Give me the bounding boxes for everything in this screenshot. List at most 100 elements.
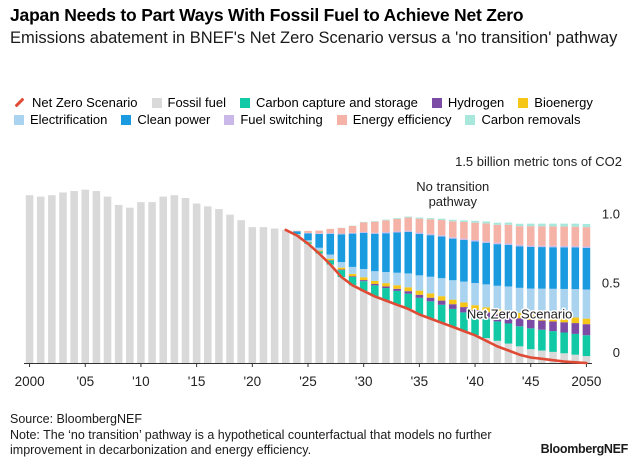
bar-segment bbox=[426, 233, 435, 236]
bar-segment bbox=[304, 230, 312, 233]
bar-segment bbox=[315, 250, 323, 252]
bar-segment bbox=[538, 247, 546, 289]
bar-segment bbox=[460, 281, 468, 303]
bar-segment bbox=[582, 289, 591, 319]
bar-segment bbox=[81, 189, 90, 363]
bar-segment bbox=[393, 304, 401, 363]
brand-logo: BloombergNEF bbox=[540, 442, 629, 456]
bar-segment bbox=[393, 231, 401, 233]
bar-segment bbox=[571, 289, 580, 318]
bar-segment bbox=[560, 226, 568, 246]
legend-label: Carbon removals bbox=[481, 112, 581, 127]
bar-segment bbox=[526, 319, 535, 329]
bar-segment bbox=[549, 331, 557, 352]
bar-segment bbox=[337, 270, 346, 278]
bar-segment bbox=[359, 268, 368, 278]
legend-swatch bbox=[431, 97, 442, 108]
legend-electrification: Electrification bbox=[14, 111, 107, 128]
bar-segment bbox=[415, 294, 424, 298]
bar-segment bbox=[437, 278, 446, 297]
bar-segment bbox=[526, 349, 535, 363]
legend-fossil-fuel: Fossil fuel bbox=[151, 94, 226, 111]
x-tick-label: '45 bbox=[522, 374, 540, 389]
legend-label: Energy efficiency bbox=[352, 112, 452, 127]
bar-segment bbox=[326, 228, 335, 234]
bar-segment bbox=[538, 350, 546, 363]
bar-segment bbox=[515, 287, 524, 313]
bar-segment bbox=[493, 224, 502, 243]
net-zero-annotation-halo: Net Zero Scenario bbox=[467, 307, 573, 322]
x-tick-label: 2050 bbox=[571, 374, 601, 389]
bar-segment bbox=[304, 233, 312, 241]
bar-segment bbox=[315, 233, 323, 234]
bar-segment bbox=[437, 300, 446, 305]
bar-segment bbox=[36, 196, 45, 363]
bar-segment bbox=[582, 246, 591, 248]
legend-clean-power: Clean power bbox=[121, 111, 210, 128]
bar-segment bbox=[560, 245, 568, 248]
legend-label: Clean power bbox=[137, 112, 211, 127]
legend-bioenergy: Bioenergy bbox=[518, 94, 593, 111]
bar-segment bbox=[359, 290, 368, 363]
bar-segment bbox=[560, 288, 568, 317]
bar-segment bbox=[415, 217, 424, 219]
bar-segment bbox=[460, 238, 468, 241]
bar-segment bbox=[504, 310, 513, 316]
bar-segment bbox=[426, 318, 435, 363]
bar-segment bbox=[582, 227, 591, 247]
bar-segment bbox=[582, 324, 591, 336]
bar-segment bbox=[526, 226, 535, 246]
bar-segment bbox=[560, 316, 568, 323]
bar-segment bbox=[259, 227, 268, 363]
bar-segment bbox=[560, 332, 568, 354]
bar-segment bbox=[404, 230, 413, 232]
bar-segment bbox=[382, 232, 390, 234]
bar-segment bbox=[348, 285, 357, 363]
bar-segment bbox=[571, 223, 580, 227]
bar-segment bbox=[393, 218, 401, 232]
bar-segment bbox=[159, 196, 167, 363]
bar-segment bbox=[460, 221, 468, 239]
bar-segment bbox=[460, 331, 468, 363]
bar-segment bbox=[393, 288, 401, 291]
bar-segment bbox=[526, 246, 535, 289]
bar-segment bbox=[404, 216, 413, 218]
bar-segment bbox=[571, 226, 580, 247]
bar-segment bbox=[471, 241, 479, 283]
bar-segment bbox=[393, 290, 401, 305]
bar-segment bbox=[304, 240, 312, 242]
y-axis-unit-label: 1.5 billion metric tons of CO2 bbox=[455, 154, 622, 169]
legend-swatch bbox=[465, 114, 476, 125]
legend-hydrogen: Hydrogen bbox=[431, 94, 504, 111]
bar-segment bbox=[504, 343, 513, 363]
legend-swatch bbox=[151, 97, 162, 108]
bar-segment bbox=[515, 326, 524, 347]
legend-swatch bbox=[224, 114, 235, 125]
no-transition-annotation: No transition bbox=[416, 179, 489, 194]
bar-segment bbox=[337, 234, 346, 263]
bar-segment bbox=[471, 305, 479, 311]
legend-label: Carbon capture and storage bbox=[256, 95, 418, 110]
bar-segment bbox=[70, 191, 78, 363]
bar-segment bbox=[359, 280, 368, 282]
bar-segment bbox=[415, 275, 424, 291]
bar-segment bbox=[393, 285, 401, 289]
x-tick-label: 2000 bbox=[15, 374, 45, 389]
bar-segment bbox=[471, 315, 479, 336]
bar-segment bbox=[515, 318, 524, 327]
bar-segment bbox=[170, 195, 179, 363]
bar-segment bbox=[460, 307, 468, 313]
bar-segment bbox=[359, 232, 368, 269]
bar-segment bbox=[404, 231, 413, 274]
legend-swatch bbox=[121, 114, 132, 125]
bar-segment bbox=[482, 221, 490, 224]
bar-segment bbox=[471, 335, 479, 363]
bar-segment bbox=[582, 318, 591, 325]
bar-segment bbox=[270, 228, 279, 363]
bar-segment bbox=[337, 233, 346, 235]
bar-segment bbox=[382, 286, 390, 289]
bar-segment bbox=[449, 299, 457, 305]
legend-swatch bbox=[518, 97, 529, 108]
bar-segment bbox=[404, 287, 413, 292]
bar-segment bbox=[137, 202, 145, 363]
